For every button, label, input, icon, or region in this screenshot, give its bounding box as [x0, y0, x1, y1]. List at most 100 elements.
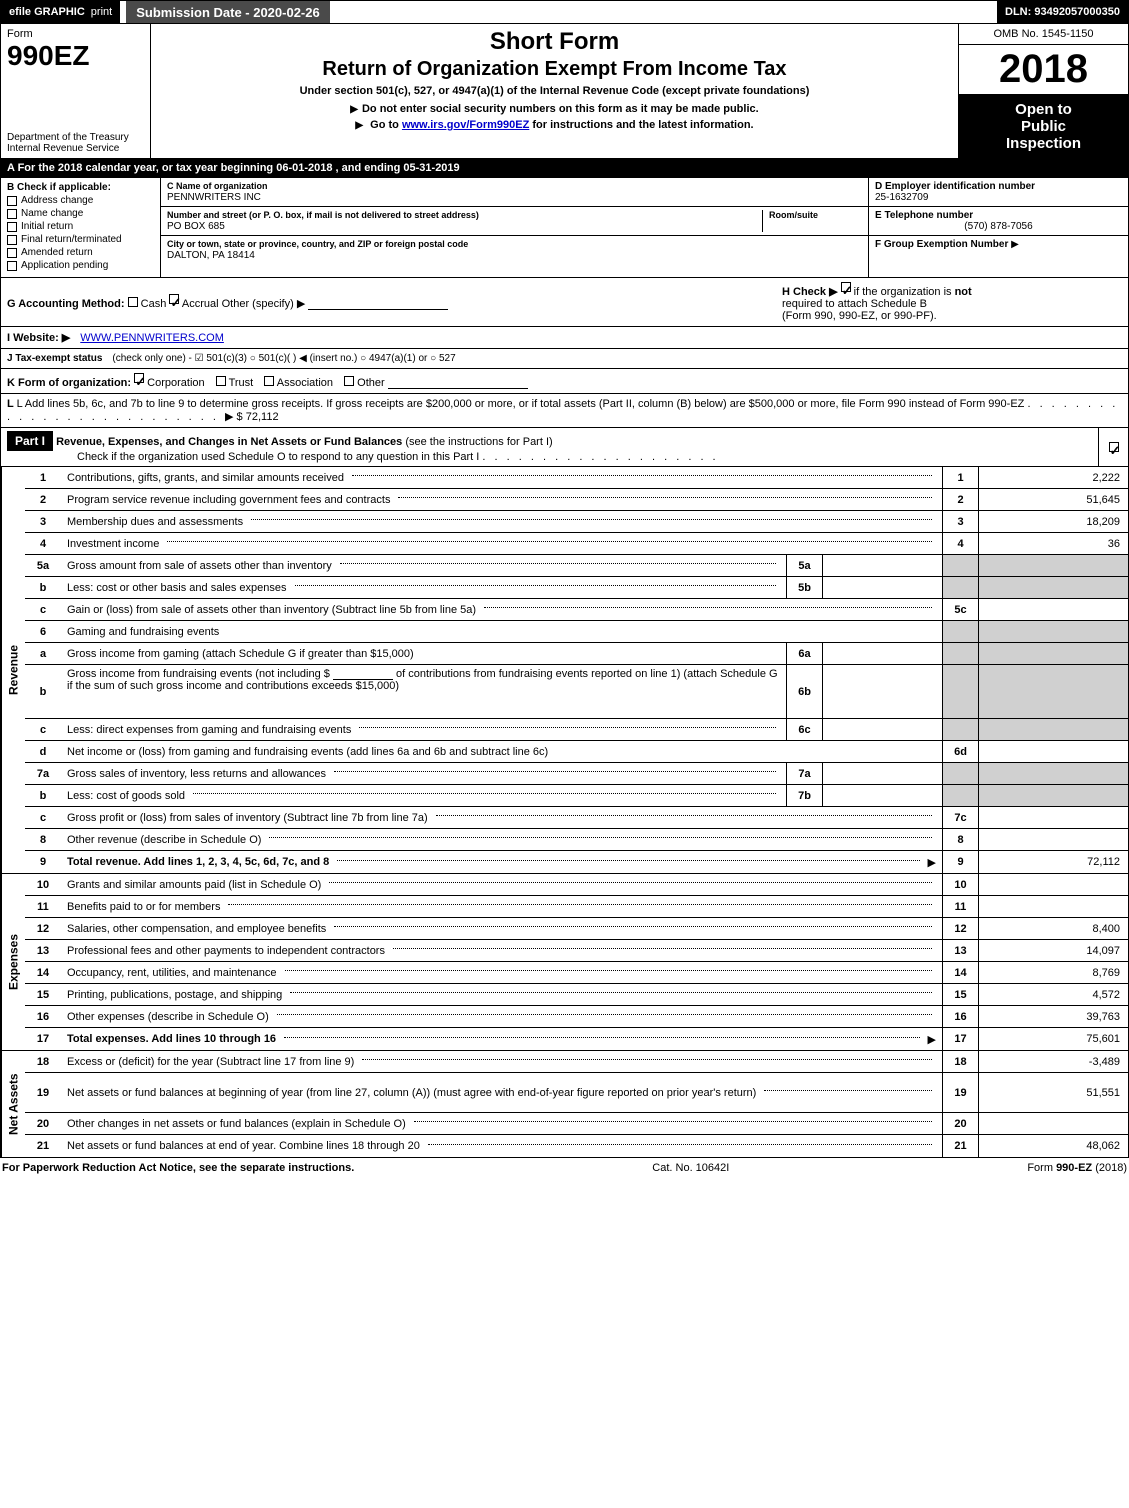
line-6a: a Gross income from gaming (attach Sched… [25, 643, 1128, 665]
city-label: City or town, state or province, country… [167, 239, 468, 249]
part1-badge: Part I [7, 431, 53, 451]
line-1: 1 Contributions, gifts, grants, and simi… [25, 467, 1128, 489]
part1-checkbox-cell [1098, 428, 1128, 466]
line-6: 6 Gaming and fundraising events [25, 621, 1128, 643]
chk-name-change[interactable]: Name change [7, 208, 154, 219]
chk-amended-return[interactable]: Amended return [7, 247, 154, 258]
dept-line-2: Internal Revenue Service [7, 143, 144, 154]
line-20: 20 Other changes in net assets or fund b… [25, 1113, 1128, 1135]
header-center: Short Form Return of Organization Exempt… [151, 24, 958, 158]
line-6d: d Net income or (loss) from gaming and f… [25, 741, 1128, 763]
efile-badge: efile GRAPHIC print [1, 1, 120, 23]
l-text: L Add lines 5b, 6c, and 7b to line 9 to … [17, 398, 1025, 410]
title-return: Return of Organization Exempt From Incom… [161, 58, 948, 81]
part1-row: Part I Revenue, Expenses, and Changes in… [0, 428, 1129, 467]
l-row: L L Add lines 5b, 6c, and 7b to line 9 t… [0, 394, 1129, 428]
city: DALTON, PA 18414 [167, 250, 255, 261]
phone: (570) 878-7056 [875, 221, 1122, 232]
line-3: 3 Membership dues and assessments 3 18,2… [25, 511, 1128, 533]
g-section: G Accounting Method: Cash Accrual Other … [7, 294, 448, 310]
part1-title-rest: (see the instructions for Part I) [405, 436, 552, 448]
d-cell: D Employer identification number 25-1632… [869, 178, 1128, 207]
line-7c: c Gross profit or (loss) from sales of i… [25, 807, 1128, 829]
part1-check-line: Check if the organization used Schedule … [77, 451, 479, 463]
line-7a: 7a Gross sales of inventory, less return… [25, 763, 1128, 785]
room-label: Room/suite [769, 210, 818, 220]
line-2: 2 Program service revenue including gove… [25, 489, 1128, 511]
period-mid: , and ending [336, 162, 404, 174]
print-link[interactable]: print [91, 6, 112, 18]
g-label: G Accounting Method: [7, 298, 125, 310]
line-5b: b Less: cost or other basis and sales ex… [25, 577, 1128, 599]
d-label: D Employer identification number [875, 181, 1035, 192]
arrow-icon: ▶ [928, 1033, 936, 1046]
period-begin: 06-01-2018 [276, 162, 332, 174]
line-19: 19 Net assets or fund balances at beginn… [25, 1073, 1128, 1113]
footer-left: For Paperwork Reduction Act Notice, see … [2, 1162, 354, 1174]
e-label: E Telephone number [875, 210, 973, 221]
revenue-side-label: Revenue [1, 467, 25, 873]
addr-label: Number and street (or P. O. box, if mail… [167, 210, 479, 220]
k-label: K Form of organization: [7, 377, 131, 389]
line-4: 4 Investment income 4 36 [25, 533, 1128, 555]
chk-cash[interactable] [128, 297, 138, 307]
chk-association[interactable] [264, 376, 274, 386]
line-18: 18 Excess or (deficit) for the year (Sub… [25, 1051, 1128, 1073]
efile-text: efile GRAPHIC [9, 6, 85, 18]
city-cell: City or town, state or province, country… [161, 236, 868, 264]
chk-corporation[interactable] [134, 373, 144, 383]
line-12: 12 Salaries, other compensation, and emp… [25, 918, 1128, 940]
open-2: Public [963, 118, 1124, 135]
chk-application-pending[interactable]: Application pending [7, 260, 154, 271]
open-3: Inspection [963, 135, 1124, 152]
top-bar: efile GRAPHIC print Submission Date - 20… [0, 0, 1129, 24]
expenses-section: Expenses 10 Grants and similar amounts p… [0, 874, 1129, 1051]
website-link[interactable]: WWW.PENNWRITERS.COM [80, 332, 224, 344]
dept-line-1: Department of the Treasury [7, 132, 144, 143]
line-10: 10 Grants and similar amounts paid (list… [25, 874, 1128, 896]
j-label: J Tax-exempt status [7, 353, 102, 364]
other-org-input[interactable] [388, 377, 528, 389]
checkbox-icon [7, 196, 17, 206]
ssn-warning: Do not enter social security numbers on … [161, 103, 948, 115]
footer: For Paperwork Reduction Act Notice, see … [0, 1158, 1129, 1178]
open-1: Open to [963, 101, 1124, 118]
arrow-icon: ▶ [928, 856, 936, 869]
line-6b: b Gross income from fundraising events (… [25, 665, 1128, 719]
fundraising-amount-input[interactable] [333, 668, 393, 680]
chk-other-org[interactable] [344, 376, 354, 386]
k-row: K Form of organization: Corporation Trus… [0, 369, 1129, 394]
line-13: 13 Professional fees and other payments … [25, 940, 1128, 962]
f-arrow-icon: ▶ [1011, 239, 1019, 250]
department: Department of the Treasury Internal Reve… [7, 132, 144, 154]
info-grid: B Check if applicable: Address change Na… [0, 178, 1129, 278]
period-end: 05-31-2019 [403, 162, 459, 174]
j-options: (check only one) - ☑ 501(c)(3) ○ 501(c)(… [112, 353, 455, 364]
arrow-icon: ▶ [297, 298, 305, 310]
chk-schedule-o[interactable] [1109, 442, 1119, 452]
goto-line: Go to www.irs.gov/Form990EZ for instruct… [161, 119, 948, 131]
org-name-cell: C Name of organization PENNWRITERS INC [161, 178, 868, 207]
address-cell: Number and street (or P. O. box, if mail… [161, 207, 868, 236]
netassets-side-label: Net Assets [1, 1051, 25, 1157]
f-cell: F Group Exemption Number ▶ [869, 236, 1128, 277]
other-specify-input[interactable] [308, 298, 448, 310]
revenue-body: 1 Contributions, gifts, grants, and simi… [25, 467, 1128, 873]
h-section: H Check ▶ if the organization is not req… [782, 282, 1122, 322]
chk-schedule-b[interactable] [841, 282, 851, 292]
subtitle: Under section 501(c), 527, or 4947(a)(1)… [161, 85, 948, 97]
chk-trust[interactable] [216, 376, 226, 386]
i-row: I Website: ▶ WWW.PENNWRITERS.COM [0, 327, 1129, 349]
c-label: C Name of organization [167, 181, 268, 191]
chk-accrual[interactable] [169, 294, 179, 304]
chk-address-change[interactable]: Address change [7, 195, 154, 206]
ein: 25-1632709 [875, 192, 928, 203]
line-8: 8 Other revenue (describe in Schedule O)… [25, 829, 1128, 851]
b-label: B Check if applicable: [7, 182, 154, 193]
section-def: D Employer identification number 25-1632… [868, 178, 1128, 277]
chk-initial-return[interactable]: Initial return [7, 221, 154, 232]
goto-link[interactable]: www.irs.gov/Form990EZ [402, 119, 529, 131]
expenses-side-label: Expenses [1, 874, 25, 1050]
chk-final-return[interactable]: Final return/terminated [7, 234, 154, 245]
footer-center: Cat. No. 10642I [652, 1162, 729, 1174]
